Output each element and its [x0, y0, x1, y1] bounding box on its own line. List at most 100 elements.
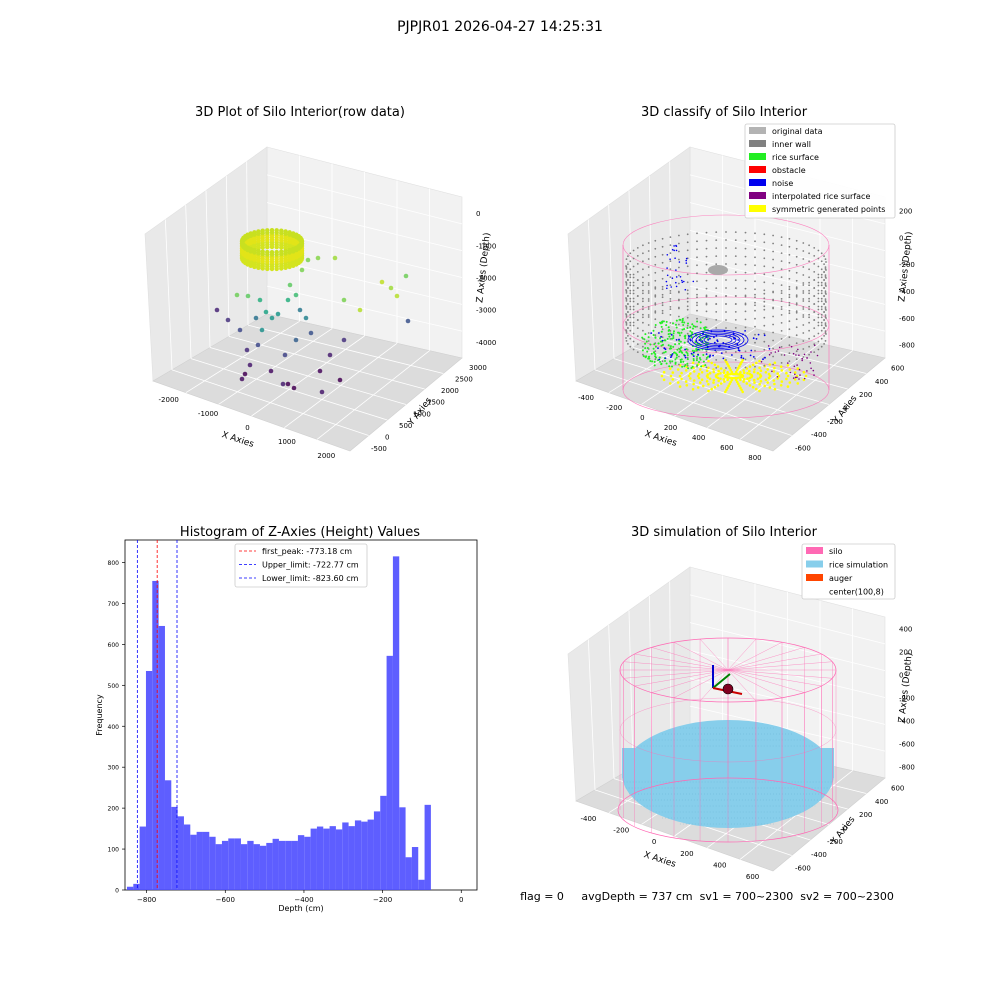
symmetric-point [735, 376, 739, 380]
wall-point [715, 351, 718, 353]
data-point [287, 247, 292, 253]
wall-point [734, 279, 737, 281]
wall-point [823, 335, 825, 337]
wall-point [788, 253, 791, 256]
wall-point [817, 308, 820, 311]
wall-point [817, 332, 820, 335]
noise-point [681, 281, 684, 284]
wall-point [686, 297, 689, 300]
symmetric-point [730, 378, 734, 382]
panel-title: 3D Plot of Silo Interior(row data) [195, 105, 405, 120]
wall-point [823, 255, 825, 257]
data-point [275, 311, 281, 317]
histogram-bar [228, 838, 235, 890]
symmetric-point [742, 380, 745, 383]
noise-point [673, 249, 675, 252]
noise-point [764, 356, 766, 359]
noise-point [713, 336, 715, 339]
y-tick-label: -500 [371, 445, 387, 453]
rice-surface-point [648, 355, 651, 358]
wall-point [678, 355, 680, 358]
noise-point [661, 339, 664, 342]
z-tick-label: -400 [899, 288, 915, 296]
data-point [252, 247, 257, 253]
rice-surface-point [644, 347, 647, 350]
x-axis-label: X Axies [643, 429, 678, 449]
symmetric-point [756, 377, 760, 381]
histogram-bar [152, 580, 159, 890]
symmetric-point [692, 370, 696, 373]
wall-point [725, 311, 727, 313]
data-point [357, 307, 363, 313]
wall-point [820, 297, 823, 300]
interpolated-point [795, 354, 797, 356]
symmetric-point [758, 389, 761, 393]
wall-point [661, 360, 664, 363]
data-point [265, 249, 270, 255]
wall-point [820, 345, 823, 348]
wall-point [813, 263, 816, 265]
wall-point [817, 257, 820, 260]
rice-surface-point [666, 337, 669, 340]
z-tick-label: -600 [899, 315, 915, 323]
noise-ring [699, 334, 737, 346]
legend-label: rice surface [772, 153, 819, 162]
rice-surface-point [669, 360, 671, 363]
legend-label: rice simulation [829, 561, 888, 570]
wall-point [802, 348, 805, 350]
symmetric-point [687, 374, 691, 378]
wall-point [725, 287, 727, 289]
wall-point [788, 293, 791, 296]
symmetric-point [742, 371, 746, 375]
wall-point [802, 324, 805, 326]
wall-point [632, 265, 635, 268]
wall-point [669, 362, 672, 364]
rice-surface-point [698, 348, 701, 351]
wall-point [763, 340, 766, 343]
wall-point [669, 314, 672, 316]
wall-point [813, 351, 816, 353]
symmetric-point [719, 367, 723, 370]
wall-point [654, 358, 657, 361]
y-tick-label: 1000 [413, 410, 431, 418]
y-tick-label: -400 [811, 851, 827, 859]
histogram-bar [310, 828, 317, 890]
grid-line [587, 219, 596, 370]
silo-spoke [727, 638, 757, 671]
wall-point [795, 279, 798, 282]
wall-point [629, 324, 632, 327]
noise-point [709, 354, 711, 357]
wall-point [763, 281, 766, 284]
rice-surface-point [678, 348, 681, 350]
wall-point [647, 282, 650, 284]
symmetric-point [710, 387, 713, 391]
wall-point [817, 321, 820, 324]
symmetric-point [758, 373, 762, 376]
data-point [282, 352, 288, 358]
wall-point [744, 231, 747, 234]
interpolated-point [812, 369, 815, 372]
wall-point [744, 303, 747, 306]
wall-point [772, 282, 774, 285]
interpolated-point [770, 352, 772, 354]
histogram-bar [424, 804, 431, 890]
noise-point [675, 281, 677, 284]
data-point [242, 371, 248, 377]
wall-point [632, 313, 635, 316]
wall-point [795, 239, 798, 242]
wall-point [754, 288, 756, 291]
symmetric-point [746, 372, 749, 375]
wall-point [813, 247, 816, 249]
wall-point [817, 316, 820, 319]
histogram-bar [133, 883, 140, 890]
z-tick-label: -1000 [476, 242, 496, 250]
wall-point [696, 304, 698, 307]
y-tick-label: 0 [115, 888, 119, 895]
wall-point [808, 337, 810, 340]
wall-point [820, 321, 823, 324]
histogram-bar [209, 836, 216, 890]
interpolated-point [798, 368, 801, 371]
rice-surface-point [678, 342, 681, 345]
wall-point [780, 244, 783, 247]
wall-point [678, 323, 680, 326]
